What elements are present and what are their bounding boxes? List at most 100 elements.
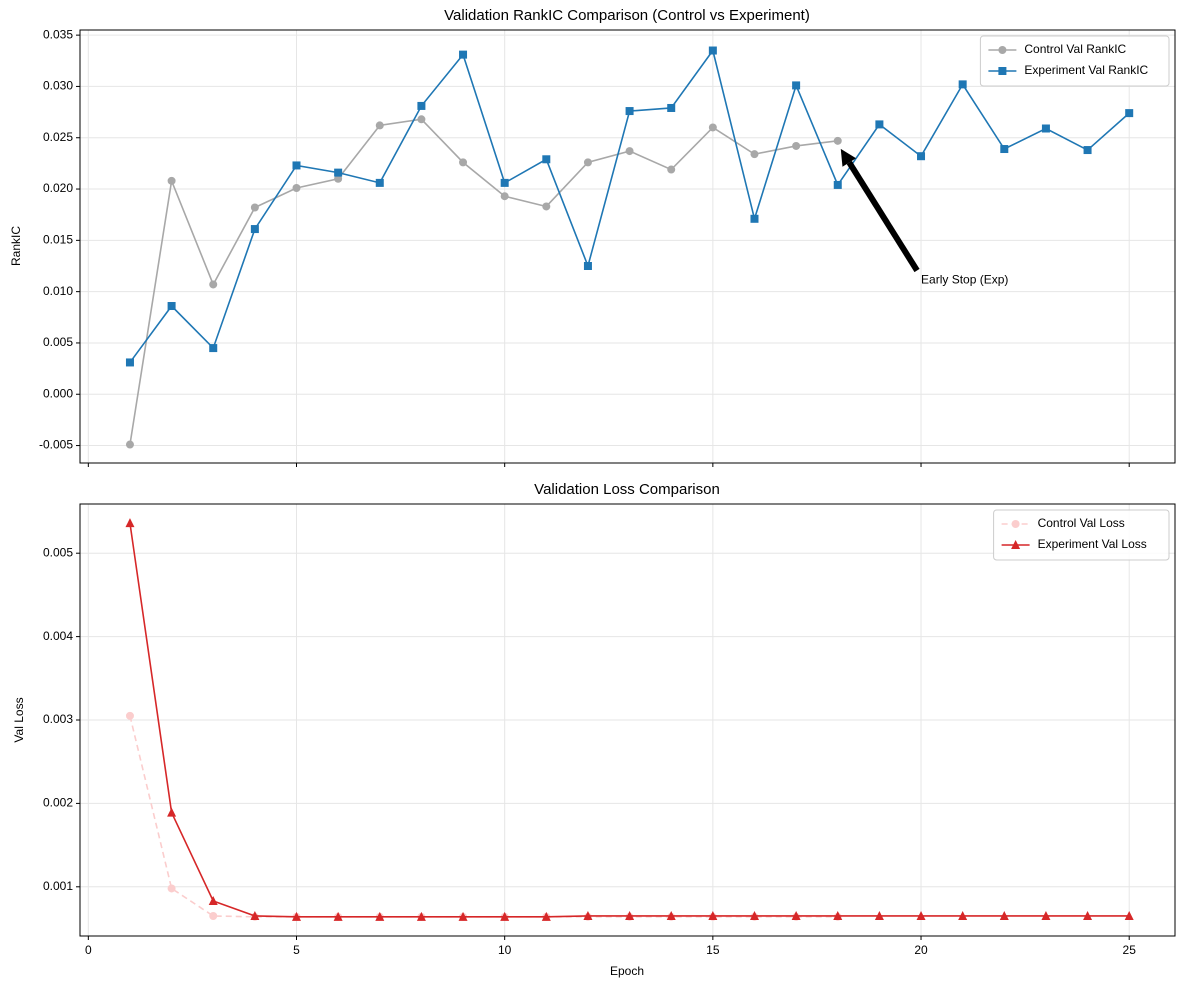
series-line xyxy=(129,48,1130,363)
y-tick-label: 0.015 xyxy=(43,233,73,247)
data-point xyxy=(292,184,301,193)
data-point xyxy=(875,120,884,129)
data-point xyxy=(1041,910,1051,920)
data-point xyxy=(209,280,218,289)
plot-frame xyxy=(79,503,1176,937)
data-point xyxy=(167,807,177,817)
data-point xyxy=(1000,145,1009,154)
data-point xyxy=(250,910,260,920)
y-tick-label: 0.000 xyxy=(43,386,73,400)
data-point xyxy=(292,911,302,921)
data-point xyxy=(209,344,218,353)
data-point xyxy=(167,302,176,311)
data-point xyxy=(708,46,717,55)
data-point xyxy=(416,911,426,921)
data-point xyxy=(666,910,676,920)
data-point xyxy=(375,178,384,187)
y-tick-label: -0.005 xyxy=(39,438,73,452)
data-point xyxy=(250,203,259,212)
y-tick-label: 0.025 xyxy=(43,130,73,144)
y-tick-label: 0.010 xyxy=(43,284,73,298)
y-tick-label: 0.002 xyxy=(43,796,73,810)
data-point xyxy=(1083,910,1093,920)
data-point xyxy=(625,910,635,920)
data-point xyxy=(1125,109,1134,118)
data-point xyxy=(791,910,801,920)
legend-marker xyxy=(998,46,1007,54)
data-point xyxy=(916,910,926,920)
data-point xyxy=(459,50,468,59)
x-axis-label: Epoch xyxy=(610,964,644,978)
x-tick-label: 25 xyxy=(1123,943,1137,957)
data-point xyxy=(958,910,968,920)
y-tick-label: 0.020 xyxy=(43,181,73,195)
annotation-arrow xyxy=(846,160,920,273)
data-point xyxy=(583,261,592,270)
y-axis-label: RankIC xyxy=(9,226,23,266)
data-point xyxy=(792,81,801,90)
data-point xyxy=(167,884,176,893)
data-point xyxy=(458,911,468,921)
data-point xyxy=(750,150,759,159)
data-point xyxy=(333,911,343,921)
data-point xyxy=(750,214,759,223)
data-point xyxy=(667,103,676,112)
data-point xyxy=(708,910,718,920)
data-point xyxy=(958,80,967,89)
data-point xyxy=(334,168,343,177)
data-point xyxy=(208,895,218,905)
data-point xyxy=(292,161,301,170)
data-point xyxy=(167,176,176,185)
chart-title: Validation Loss Comparison xyxy=(534,481,720,498)
legend-marker xyxy=(1011,540,1021,549)
data-point xyxy=(583,910,593,920)
legend-marker xyxy=(998,67,1007,75)
legend-marker xyxy=(1011,520,1020,528)
data-point xyxy=(999,910,1009,920)
data-point xyxy=(334,174,343,183)
plot-frame xyxy=(79,29,1176,464)
data-point xyxy=(708,123,717,132)
series-line xyxy=(129,715,838,918)
data-point xyxy=(125,358,134,367)
data-point xyxy=(1041,124,1050,133)
data-point xyxy=(375,121,384,130)
data-point xyxy=(583,158,592,167)
data-point xyxy=(209,911,218,920)
data-point xyxy=(1083,146,1092,155)
legend-label: Experiment Val RankIC xyxy=(1024,63,1148,77)
legend-label: Control Val Loss xyxy=(1038,516,1125,530)
data-point xyxy=(125,440,134,449)
data-point xyxy=(667,165,676,174)
y-tick-label: 0.001 xyxy=(43,879,73,893)
y-tick-label: 0.004 xyxy=(43,629,73,643)
annotation-text: Early Stop (Exp) xyxy=(921,273,1008,287)
x-tick-label: 15 xyxy=(706,943,720,957)
data-point xyxy=(1124,910,1134,920)
data-point xyxy=(459,158,468,167)
data-point xyxy=(125,518,135,528)
x-tick-label: 20 xyxy=(914,943,928,957)
legend-label: Experiment Val Loss xyxy=(1038,537,1147,551)
data-point xyxy=(792,141,801,150)
data-point xyxy=(833,136,842,145)
data-point xyxy=(500,178,509,187)
series-line xyxy=(129,118,838,445)
data-point xyxy=(542,202,551,211)
data-point xyxy=(749,910,759,920)
data-point xyxy=(541,911,551,921)
data-point xyxy=(542,155,551,164)
chart-title: Validation RankIC Comparison (Control vs… xyxy=(444,7,810,24)
data-point xyxy=(917,152,926,161)
data-point xyxy=(125,711,134,720)
data-point xyxy=(625,107,634,116)
data-point xyxy=(874,910,884,920)
data-point xyxy=(500,911,510,921)
y-tick-label: 0.030 xyxy=(43,79,73,93)
y-tick-label: 0.035 xyxy=(43,27,73,41)
y-tick-label: 0.003 xyxy=(43,712,73,726)
x-tick-label: 5 xyxy=(293,943,300,957)
data-point xyxy=(250,225,259,234)
